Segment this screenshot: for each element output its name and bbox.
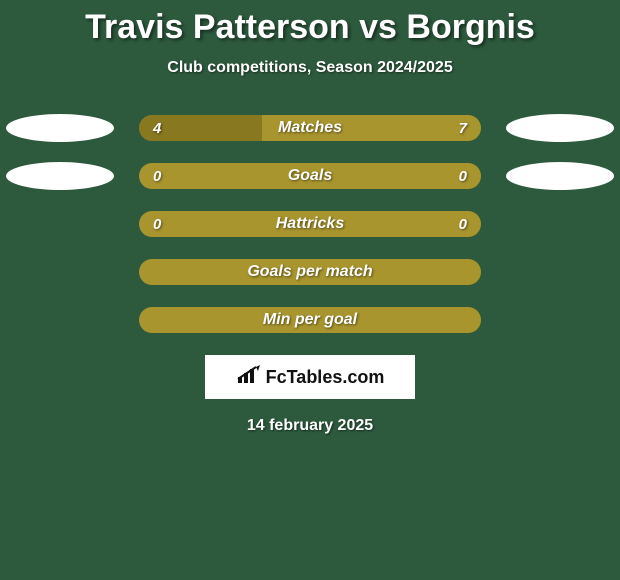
stat-label: Min per goal: [139, 311, 481, 329]
branding-badge: FcTables.com: [205, 355, 415, 399]
stat-row: Goals per match: [0, 259, 620, 285]
stat-value-right: 7: [459, 120, 467, 137]
stat-row: 47Matches: [0, 115, 620, 141]
stat-value-left: 0: [153, 168, 161, 185]
stat-bar: Min per goal: [139, 307, 481, 333]
player-ellipse-right: [506, 114, 614, 142]
stat-bar: 47Matches: [139, 115, 481, 141]
subtitle: Club competitions, Season 2024/2025: [0, 59, 620, 77]
stat-value-left: 0: [153, 216, 161, 233]
stat-label: Goals per match: [139, 263, 481, 281]
stat-bar: 0 0Hattricks: [139, 211, 481, 237]
branding-text: FcTables.com: [266, 367, 385, 388]
chart-icon: [236, 365, 262, 390]
stat-value-left: 4: [153, 120, 161, 137]
page-title: Travis Patterson vs Borgnis: [0, 0, 620, 47]
stats-container: 47Matches00Goals00HattricksGoals per mat…: [0, 115, 620, 333]
stat-row: 0 0Hattricks: [0, 211, 620, 237]
player-ellipse-right: [506, 162, 614, 190]
stat-label: Goals: [139, 167, 481, 185]
player-ellipse-left: [6, 114, 114, 142]
stat-row: Min per goal: [0, 307, 620, 333]
stat-value-right: 0: [459, 168, 467, 185]
stat-row: 0 0Goals: [0, 163, 620, 189]
stat-bar: 0 0Goals: [139, 163, 481, 189]
stat-bar: Goals per match: [139, 259, 481, 285]
player-ellipse-left: [6, 162, 114, 190]
stat-label: Hattricks: [139, 215, 481, 233]
stat-value-right: 0: [459, 216, 467, 233]
date-text: 14 february 2025: [0, 417, 620, 435]
